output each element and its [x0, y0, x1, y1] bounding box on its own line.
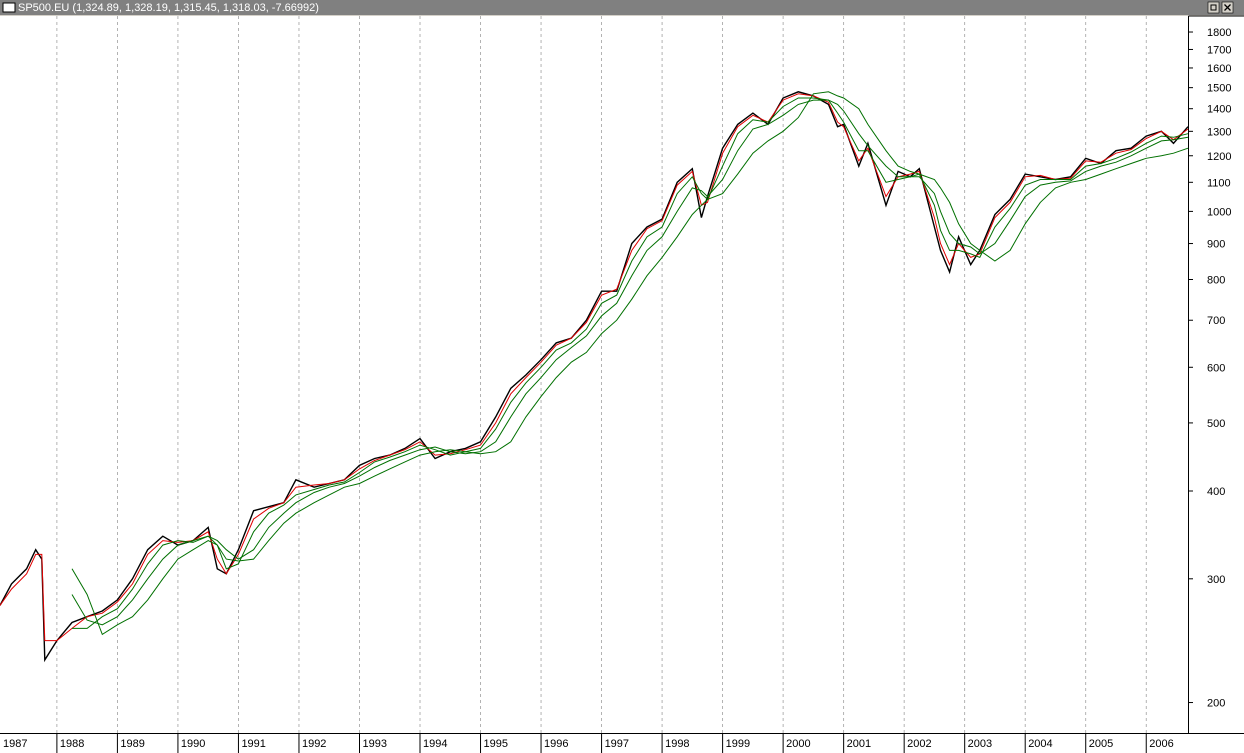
- x-tick-label: 1996: [544, 738, 568, 750]
- x-tick-label: 2002: [907, 738, 931, 750]
- y-tick-label: 900: [1207, 239, 1225, 251]
- window-icon: [2, 2, 16, 13]
- x-tick-label: 1993: [362, 738, 386, 750]
- x-tick-label: 1999: [726, 738, 750, 750]
- y-tick-label: 1100: [1207, 177, 1231, 189]
- y-tick-label: 400: [1207, 486, 1225, 498]
- x-tick-label: 1990: [181, 738, 205, 750]
- x-tick-label: 1987: [3, 738, 27, 750]
- close-icon: [1224, 4, 1231, 11]
- x-tick-label: 2000: [786, 738, 810, 750]
- y-tick-label: 200: [1207, 698, 1225, 710]
- x-tick-label: 2001: [847, 738, 871, 750]
- x-tick-label: 1998: [665, 738, 689, 750]
- series-line: [72, 97, 1189, 629]
- restore-button[interactable]: [1207, 1, 1220, 14]
- x-tick-label: 1989: [120, 738, 144, 750]
- x-tick-label: 2004: [1028, 738, 1052, 750]
- x-tick-label: 1992: [302, 738, 326, 750]
- y-tick-label: 800: [1207, 274, 1225, 286]
- series-line: [71, 91, 1189, 636]
- y-tick-label: 1300: [1207, 126, 1231, 138]
- x-tick-label: 2006: [1149, 738, 1173, 750]
- title-bar: [0, 0, 1244, 15]
- y-tick-label: 300: [1207, 574, 1225, 586]
- x-tick-label: 1997: [605, 738, 629, 750]
- x-tick-label: 2005: [1089, 738, 1113, 750]
- y-tick-label: 1800: [1207, 27, 1231, 39]
- x-tick-label: 1995: [484, 738, 508, 750]
- y-tick-label: 500: [1207, 418, 1225, 430]
- x-tick-label: 1988: [60, 738, 84, 750]
- y-tick-label: 1400: [1207, 104, 1231, 116]
- y-tick-label: 600: [1207, 362, 1225, 374]
- restore-icon: [1210, 4, 1217, 11]
- y-tick-label: 1200: [1207, 151, 1231, 163]
- y-tick-label: 1000: [1207, 206, 1231, 218]
- y-tick-label: 700: [1207, 315, 1225, 327]
- y-tick-label: 1700: [1207, 44, 1231, 56]
- window-title: SP500.EU (1,324.89, 1,328.19, 1,315.45, …: [18, 2, 319, 14]
- series-line: [71, 99, 1189, 626]
- x-tick-label: 2003: [968, 738, 992, 750]
- y-tick-label: 1600: [1207, 63, 1231, 75]
- x-tick-label: 1994: [423, 738, 447, 750]
- chart-area: [0, 16, 1244, 753]
- x-tick-label: 1991: [241, 738, 265, 750]
- y-tick-label: 1500: [1207, 83, 1231, 95]
